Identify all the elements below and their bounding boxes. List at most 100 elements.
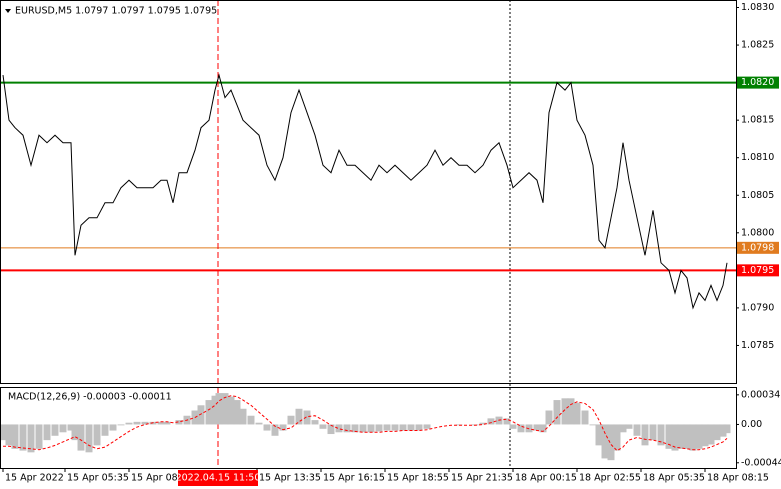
macd-bar bbox=[5, 424, 13, 446]
macd-bar bbox=[619, 424, 627, 433]
macd-bar bbox=[633, 424, 641, 436]
macd-bar bbox=[581, 410, 589, 425]
macd-bar bbox=[19, 424, 27, 451]
macd-bar bbox=[141, 421, 149, 425]
macd-bar bbox=[657, 424, 665, 446]
macd-bar bbox=[607, 424, 615, 461]
macd-bar bbox=[67, 424, 75, 431]
x-tick-label: 18 Apr 00:15 bbox=[515, 473, 577, 484]
macd-bar bbox=[625, 424, 633, 429]
indicator-panel-frame bbox=[0, 387, 737, 469]
macd-bar bbox=[175, 420, 183, 425]
macd-bar bbox=[233, 400, 241, 425]
level-label: 1.0795 bbox=[741, 265, 774, 276]
macd-bar bbox=[101, 424, 109, 436]
macd-bar bbox=[415, 424, 423, 431]
macd-bar bbox=[133, 421, 141, 425]
macd-bar bbox=[0, 424, 7, 441]
macd-bar bbox=[59, 424, 67, 433]
macd-bar bbox=[641, 424, 649, 446]
macd-bar bbox=[263, 424, 271, 431]
macd-bar bbox=[503, 418, 511, 425]
macd-bar bbox=[327, 424, 335, 435]
x-tick-label: 15 Apr 13:35 bbox=[259, 473, 321, 484]
y-tick-label: 1.0790 bbox=[741, 302, 774, 313]
macd-bar bbox=[455, 424, 463, 426]
macd-bar bbox=[255, 422, 263, 425]
macd-bar bbox=[407, 424, 415, 431]
macd-bar bbox=[533, 424, 541, 431]
macd-bar bbox=[163, 421, 171, 425]
macd-bar bbox=[719, 424, 727, 437]
macd-bar bbox=[367, 424, 375, 433]
macd-bar bbox=[567, 398, 575, 425]
macd-bar bbox=[125, 422, 133, 425]
macd-bar bbox=[271, 424, 279, 436]
x-tick-label: 15 Apr 21:35 bbox=[451, 473, 513, 484]
macd-bar bbox=[589, 424, 597, 426]
macd-bar bbox=[85, 424, 93, 453]
macd-bar bbox=[671, 424, 679, 451]
macd-bar bbox=[295, 408, 303, 425]
macd-bar bbox=[211, 395, 219, 425]
macd-bar bbox=[613, 424, 621, 451]
y-tick-label: 1.0800 bbox=[741, 227, 774, 238]
price-line bbox=[2, 73, 728, 310]
macd-bar bbox=[303, 410, 311, 425]
menu-icon bbox=[5, 9, 11, 13]
macd-bar bbox=[227, 396, 235, 425]
chart-title: EURUSD,M5 1.0797 1.0797 1.0795 1.0795 bbox=[15, 6, 217, 17]
macd-bar bbox=[509, 424, 517, 429]
macd-bar bbox=[383, 424, 391, 431]
macd-bar bbox=[601, 424, 609, 459]
macd-bar bbox=[239, 408, 247, 425]
y-tick-label: 1.0825 bbox=[741, 40, 774, 51]
macd-bar bbox=[553, 400, 561, 425]
macd-bar bbox=[93, 424, 101, 446]
signal-line bbox=[3, 395, 728, 452]
macd-bar bbox=[701, 424, 709, 447]
macd-bar bbox=[319, 424, 327, 429]
macd-bar bbox=[665, 424, 673, 449]
macd-bar bbox=[205, 400, 213, 425]
macd-bar bbox=[713, 424, 721, 441]
price-panel-frame bbox=[0, 0, 737, 384]
indicator-title: MACD(12,26,9) -0.00003 -0.00011 bbox=[8, 392, 172, 403]
x-tick-label: 15 Apr 08:15 bbox=[131, 473, 193, 484]
data-layer bbox=[0, 73, 731, 461]
macd-bar bbox=[595, 424, 603, 446]
macd-bar bbox=[221, 393, 229, 425]
macd-bar bbox=[487, 418, 495, 425]
macd-bar bbox=[247, 415, 255, 425]
x-tick-label: 15 Apr 05:35 bbox=[67, 473, 129, 484]
x-tick-label: 18 Apr 05:35 bbox=[643, 473, 705, 484]
macd-bar bbox=[689, 424, 697, 451]
macd-bar bbox=[109, 424, 117, 431]
macd-bar bbox=[279, 424, 287, 431]
level-label: 1.0798 bbox=[741, 242, 774, 253]
macd-bar bbox=[677, 424, 685, 449]
macd-bar bbox=[695, 424, 703, 449]
crosshair-label: 2022.04.15 11:50 bbox=[176, 473, 261, 484]
macd-bar bbox=[215, 393, 223, 425]
level-label-box bbox=[737, 241, 779, 254]
macd-bar bbox=[351, 424, 359, 433]
macd-bar bbox=[723, 424, 731, 434]
macd-bar bbox=[479, 422, 487, 425]
macd-bar bbox=[51, 424, 59, 436]
macd-bar bbox=[311, 420, 319, 425]
y-tick-label: 1.0830 bbox=[741, 2, 774, 13]
macd-bar bbox=[649, 424, 657, 441]
macd-bar bbox=[399, 424, 407, 431]
y-tick-label: -0.00044 bbox=[741, 457, 781, 468]
macd-bar bbox=[343, 424, 351, 433]
macd-bar bbox=[43, 424, 51, 441]
macd-bar bbox=[27, 424, 35, 453]
macd-bar bbox=[539, 424, 547, 433]
y-tick-label: 0.00034 bbox=[741, 389, 780, 400]
macd-bar bbox=[683, 424, 691, 449]
